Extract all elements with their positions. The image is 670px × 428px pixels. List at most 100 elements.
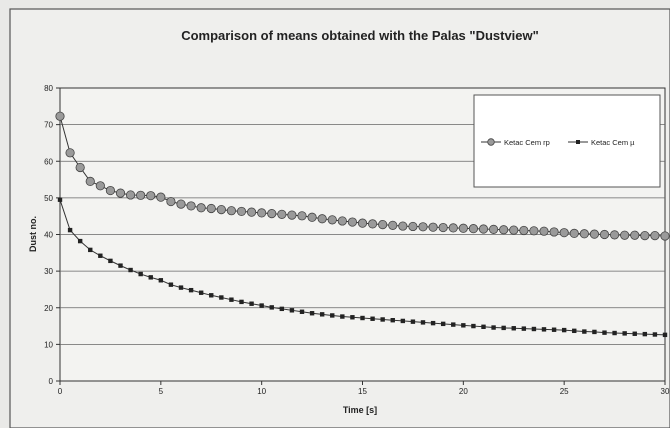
data-point xyxy=(531,326,537,332)
data-point xyxy=(287,210,297,220)
data-point xyxy=(620,230,630,240)
data-point xyxy=(418,222,428,232)
data-point xyxy=(219,295,224,300)
y-tick-label: 0 xyxy=(49,377,54,386)
data-point xyxy=(650,230,660,241)
data-point xyxy=(108,258,113,264)
data-point xyxy=(491,325,496,330)
data-point xyxy=(468,224,479,234)
data-point xyxy=(156,192,166,202)
data-point xyxy=(95,181,105,191)
data-point xyxy=(267,209,277,219)
data-point xyxy=(279,306,285,312)
data-point xyxy=(206,203,216,214)
data-point xyxy=(176,199,186,209)
data-point xyxy=(499,225,509,235)
data-point xyxy=(461,323,466,328)
data-point xyxy=(428,222,438,232)
data-point xyxy=(662,332,668,338)
data-point xyxy=(501,325,506,331)
data-point xyxy=(410,319,416,324)
legend-label: Ketac Cem rp xyxy=(504,138,550,147)
data-point xyxy=(370,316,375,321)
y-tick-label: 60 xyxy=(44,157,53,166)
x-tick-label: 30 xyxy=(661,387,670,396)
data-point xyxy=(128,267,133,273)
data-point xyxy=(519,225,529,236)
data-point xyxy=(592,329,597,335)
data-point xyxy=(511,326,516,331)
data-point xyxy=(67,227,73,233)
data-point xyxy=(65,148,75,158)
legend-label: Ketac Cem µ xyxy=(591,138,635,147)
data-point xyxy=(388,220,398,230)
y-tick-label: 30 xyxy=(44,267,53,276)
data-point xyxy=(297,211,307,221)
data-point xyxy=(186,201,196,211)
data-point xyxy=(549,227,559,237)
data-point xyxy=(561,327,567,333)
data-point xyxy=(642,331,648,337)
x-tick-label: 20 xyxy=(459,387,468,396)
data-point xyxy=(319,312,325,317)
data-point xyxy=(569,228,579,239)
data-point xyxy=(599,229,610,240)
legend-item-2: Ketac Cem µ xyxy=(568,138,635,147)
y-tick-label: 10 xyxy=(44,340,53,349)
data-point xyxy=(609,230,620,240)
data-point xyxy=(226,206,237,216)
data-point xyxy=(380,317,385,322)
y-tick-label: 40 xyxy=(44,231,53,240)
data-point xyxy=(378,220,388,230)
data-point xyxy=(158,278,164,283)
y-axis-label: Dust no. xyxy=(28,216,38,252)
data-point xyxy=(488,224,499,234)
data-point xyxy=(148,275,153,280)
series-2 xyxy=(57,197,668,338)
data-point xyxy=(398,221,408,231)
data-point xyxy=(98,253,103,258)
chart-title: Comparison of means obtained with the Pa… xyxy=(181,28,539,43)
data-point xyxy=(357,218,368,228)
data-point xyxy=(579,229,589,239)
data-point xyxy=(239,299,244,305)
y-tick-label: 50 xyxy=(44,194,53,203)
data-point xyxy=(408,221,418,232)
legend-marker xyxy=(576,140,580,144)
data-point xyxy=(259,303,264,308)
data-point xyxy=(559,228,569,238)
data-point xyxy=(572,328,577,334)
data-point xyxy=(420,320,426,325)
data-point xyxy=(347,217,358,227)
data-point xyxy=(105,185,116,196)
data-point xyxy=(440,321,446,327)
data-point xyxy=(360,315,365,321)
data-point xyxy=(337,216,347,226)
data-point xyxy=(249,301,254,306)
data-point xyxy=(196,203,206,213)
data-point xyxy=(317,214,327,224)
data-point xyxy=(551,327,557,332)
x-tick-label: 0 xyxy=(58,387,63,396)
data-point xyxy=(458,223,468,233)
data-point xyxy=(138,271,143,277)
data-point xyxy=(539,226,549,236)
data-point xyxy=(471,323,476,329)
y-tick-label: 70 xyxy=(44,121,53,130)
data-point xyxy=(478,224,489,234)
y-tick-label: 20 xyxy=(44,304,53,313)
x-tick-label: 5 xyxy=(159,387,164,396)
data-point xyxy=(178,285,184,290)
data-point xyxy=(229,297,234,302)
legend-item-1: Ketac Cem rp xyxy=(481,138,550,147)
data-point xyxy=(299,309,305,314)
data-point xyxy=(612,330,617,336)
data-point xyxy=(115,188,126,198)
data-point xyxy=(236,206,247,217)
data-point xyxy=(277,209,287,219)
x-tick-label: 25 xyxy=(560,387,569,396)
data-point xyxy=(330,313,335,318)
data-point xyxy=(652,332,658,337)
axes: 0 10 20 30 40 50 60 70 80 0 5 10 15 20 25 30 xyxy=(44,84,670,396)
